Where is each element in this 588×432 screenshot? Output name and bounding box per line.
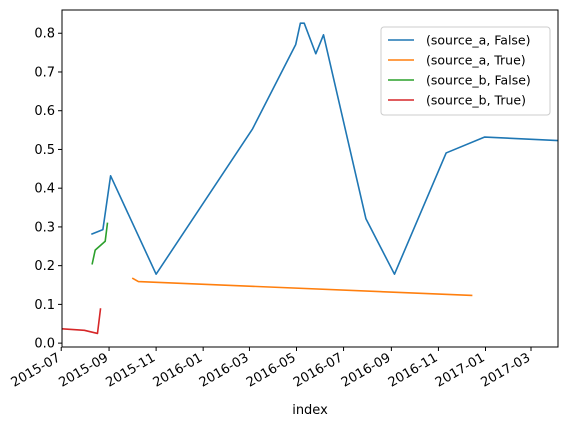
x-tick-label: 2017-01	[433, 350, 488, 390]
legend-label: (source_b, False)	[426, 73, 531, 88]
y-tick-label: 0.4	[34, 182, 55, 197]
x-axis: 2015-072015-092015-112016-012016-032016-…	[9, 347, 533, 391]
x-tick-label: 2016-11	[386, 350, 441, 390]
x-tick-label: 2016-07	[291, 350, 346, 390]
legend-label: (source_b, True)	[426, 93, 526, 108]
x-tick-label: 2016-01	[151, 350, 206, 390]
legend-box	[380, 26, 551, 116]
series-line-source-a-false	[91, 22, 558, 275]
legend-items: (source_a, False) (source_a, True) (source…	[388, 33, 531, 108]
y-tick-label: 0.6	[34, 104, 55, 119]
y-axis: 0.0 0.1 0.2 0.3 0.4 0.5 0.6 0.7 0.8	[34, 27, 62, 352]
x-tick-label: 2015-09	[57, 350, 112, 390]
x-tick-label: 2016-09	[339, 350, 394, 390]
x-tick-label: 2016-03	[197, 350, 252, 390]
y-tick-label: 0.5	[34, 143, 55, 158]
x-tick-label: 2015-11	[104, 350, 159, 390]
legend-label: (source_a, False)	[426, 33, 531, 48]
x-tick-label: 2015-07	[9, 350, 64, 390]
x-tick-label: 2016-05	[244, 350, 299, 390]
y-tick-label: 0.1	[34, 298, 55, 313]
x-axis-label: index	[292, 403, 328, 418]
series-line-source-b-true	[62, 308, 102, 335]
plot-frame	[61, 9, 559, 348]
series-layer	[62, 22, 558, 335]
y-tick-label: 0.7	[34, 65, 55, 80]
y-tick-label: 0.2	[34, 259, 55, 274]
legend: (source_a, False) (source_a, True) (source…	[380, 26, 551, 116]
y-tick-label: 0.3	[34, 220, 55, 235]
series-line-source-b-false	[91, 222, 109, 265]
legend-label: (source_a, True)	[426, 53, 526, 68]
series-line-source-a-true	[131, 277, 473, 297]
x-tick-label: 2017-03	[478, 350, 533, 390]
y-tick-label: 0.0	[34, 337, 55, 352]
y-tick-label: 0.8	[34, 27, 55, 42]
